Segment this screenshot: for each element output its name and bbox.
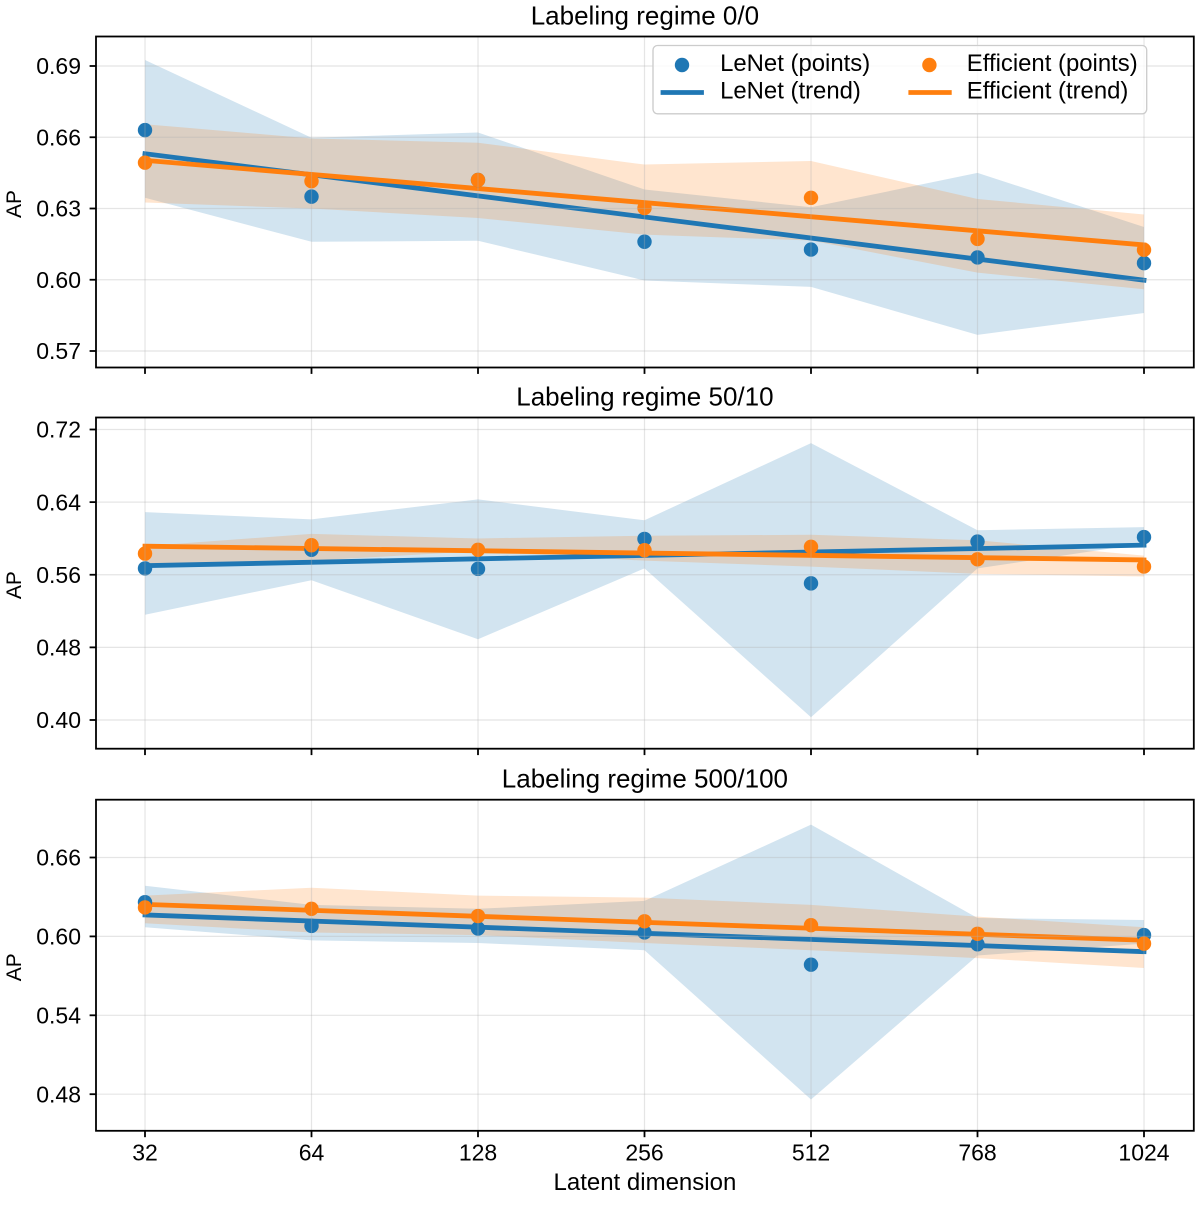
svg-text:0.40: 0.40 bbox=[36, 707, 81, 733]
svg-text:768: 768 bbox=[958, 1140, 996, 1166]
svg-text:1024: 1024 bbox=[1118, 1140, 1169, 1166]
svg-text:0.60: 0.60 bbox=[36, 924, 81, 950]
svg-text:0.69: 0.69 bbox=[36, 53, 81, 79]
svg-text:0.57: 0.57 bbox=[36, 338, 81, 364]
svg-text:0.54: 0.54 bbox=[36, 1003, 81, 1029]
svg-text:32: 32 bbox=[132, 1140, 158, 1166]
svg-text:256: 256 bbox=[625, 1140, 663, 1166]
svg-text:128: 128 bbox=[459, 1140, 497, 1166]
svg-text:Efficient (points): Efficient (points) bbox=[967, 50, 1138, 77]
svg-text:Efficient (trend): Efficient (trend) bbox=[967, 78, 1129, 105]
svg-text:0.64: 0.64 bbox=[36, 489, 81, 515]
svg-text:0.63: 0.63 bbox=[36, 196, 81, 222]
svg-text:0.66: 0.66 bbox=[36, 124, 81, 150]
svg-text:64: 64 bbox=[299, 1140, 325, 1166]
svg-text:0.72: 0.72 bbox=[36, 417, 81, 443]
svg-text:0.66: 0.66 bbox=[36, 845, 81, 871]
svg-text:0.60: 0.60 bbox=[36, 267, 81, 293]
svg-text:LeNet (points): LeNet (points) bbox=[720, 50, 870, 77]
svg-text:AP: AP bbox=[3, 953, 26, 981]
svg-text:0.56: 0.56 bbox=[36, 562, 81, 588]
svg-text:512: 512 bbox=[792, 1140, 830, 1166]
svg-text:0.48: 0.48 bbox=[36, 635, 81, 661]
svg-text:AP: AP bbox=[3, 190, 26, 218]
svg-text:Labeling regime 0/0: Labeling regime 0/0 bbox=[531, 1, 759, 31]
svg-text:LeNet (trend): LeNet (trend) bbox=[720, 78, 861, 105]
svg-text:0.48: 0.48 bbox=[36, 1081, 81, 1107]
svg-text:Labeling regime 50/10: Labeling regime 50/10 bbox=[516, 382, 773, 412]
svg-text:AP: AP bbox=[3, 571, 26, 599]
svg-text:Latent dimension: Latent dimension bbox=[554, 1169, 737, 1196]
svg-text:Labeling regime 500/100: Labeling regime 500/100 bbox=[502, 764, 788, 794]
